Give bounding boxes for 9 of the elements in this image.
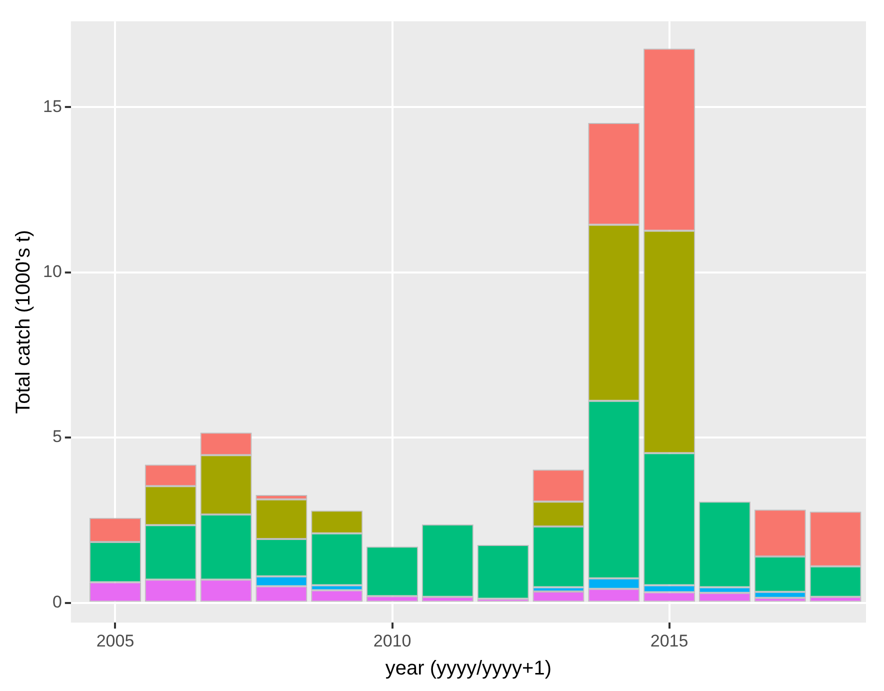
x-tick-label: 2005 — [96, 631, 134, 650]
y-tick-label: 5 — [52, 427, 62, 446]
y-axis-title: Total catch (1000's t) — [12, 230, 35, 414]
y-tick-label: 10 — [42, 262, 62, 282]
x-axis-title: year (yyyy/yyyy+1) — [385, 658, 552, 680]
x-tick-label: 2015 — [650, 631, 688, 650]
y-tick-label: 15 — [42, 96, 62, 116]
y-tick-label: 0 — [52, 592, 62, 612]
x-tick-label: 2010 — [373, 631, 412, 650]
